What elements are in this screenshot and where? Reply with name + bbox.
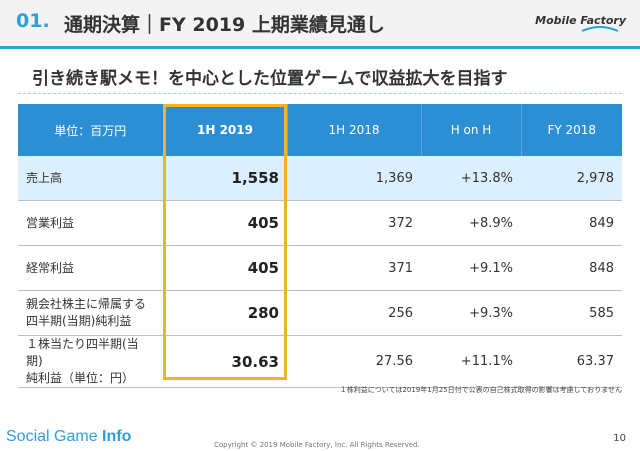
header-bar: 01. 通期決算｜FY 2019 上期業績見通し Mobile Factory	[0, 0, 640, 46]
copyright: Copyright © 2019 Mobile Factory, Inc. Al…	[214, 441, 420, 449]
cell-1h-2019: 30.63	[163, 335, 287, 388]
row-label: 親会社株主に帰属する 四半期(当期)純利益	[18, 290, 163, 336]
table-row: １株当たり四半期(当期) 純利益（単位：円） 30.63 27.56 +11.1%…	[18, 335, 622, 388]
financial-table: 単位：百万円 1H 2019 1H 2018 H on H FY 2018 売上…	[18, 104, 622, 388]
logo-arc-icon	[581, 26, 619, 32]
table-row: 経常利益 405 371 +9.1% 848	[18, 245, 622, 291]
cell-h-on-h: +9.1%	[421, 245, 521, 291]
table-row: 親会社株主に帰属する 四半期(当期)純利益 280 256 +9.3% 585	[18, 290, 622, 336]
cell-1h-2018: 1,369	[287, 156, 421, 201]
cell-1h-2018: 256	[287, 290, 421, 336]
table-header-row: 単位：百万円 1H 2019 1H 2018 H on H FY 2018	[18, 104, 622, 156]
brand-watermark: Social Game Info	[6, 428, 131, 446]
cell-1h-2019: 1,558	[163, 156, 287, 201]
column-header-fy-2018: FY 2018	[521, 104, 622, 156]
cell-1h-2018: 371	[287, 245, 421, 291]
column-header-h-on-h: H on H	[421, 104, 522, 156]
row-label: 売上高	[18, 156, 163, 201]
cell-1h-2018: 27.56	[287, 335, 421, 388]
slide-subtitle: 引き続き駅メモ！を中心とした位置ゲームで収益拡大を目指す	[32, 69, 508, 89]
cell-fy-2018: 2,978	[521, 156, 622, 201]
cell-h-on-h: +8.9%	[421, 200, 521, 246]
logo-text: Mobile Factory	[535, 14, 626, 27]
row-label: １株当たり四半期(当期) 純利益（単位：円）	[18, 335, 163, 388]
table-row: 営業利益 405 372 +8.9% 849	[18, 200, 622, 246]
cell-fy-2018: 849	[521, 200, 622, 246]
brand-text-bold: Info	[102, 428, 132, 445]
cell-1h-2019: 280	[163, 290, 287, 336]
footnote: １株利益については2019年1月25日付で公表の自己株式取得の影響は考慮しており…	[339, 386, 622, 394]
table-row: 売上高 1,558 1,369 +13.8% 2,978	[18, 156, 622, 201]
company-logo: Mobile Factory	[530, 12, 626, 34]
row-label: 営業利益	[18, 200, 163, 246]
cell-h-on-h: +11.1%	[421, 335, 521, 388]
column-header-1h-2018: 1H 2018	[287, 104, 422, 156]
column-header-1h-2019: 1H 2019	[163, 104, 288, 156]
page-number: 10	[613, 433, 626, 444]
row-label: 経常利益	[18, 245, 163, 291]
subtitle-divider	[18, 93, 622, 94]
brand-text: Social Game	[6, 428, 98, 445]
cell-1h-2018: 372	[287, 200, 421, 246]
cell-h-on-h: +9.3%	[421, 290, 521, 336]
column-header-unit: 単位：百万円	[18, 104, 164, 156]
section-number: 01.	[16, 10, 50, 32]
header-rule	[0, 46, 640, 49]
cell-fy-2018: 848	[521, 245, 622, 291]
cell-fy-2018: 63.37	[521, 335, 622, 388]
page-title: 通期決算｜FY 2019 上期業績見通し	[64, 14, 385, 36]
cell-fy-2018: 585	[521, 290, 622, 336]
cell-1h-2019: 405	[163, 245, 287, 291]
cell-h-on-h: +13.8%	[421, 156, 521, 201]
cell-1h-2019: 405	[163, 200, 287, 246]
